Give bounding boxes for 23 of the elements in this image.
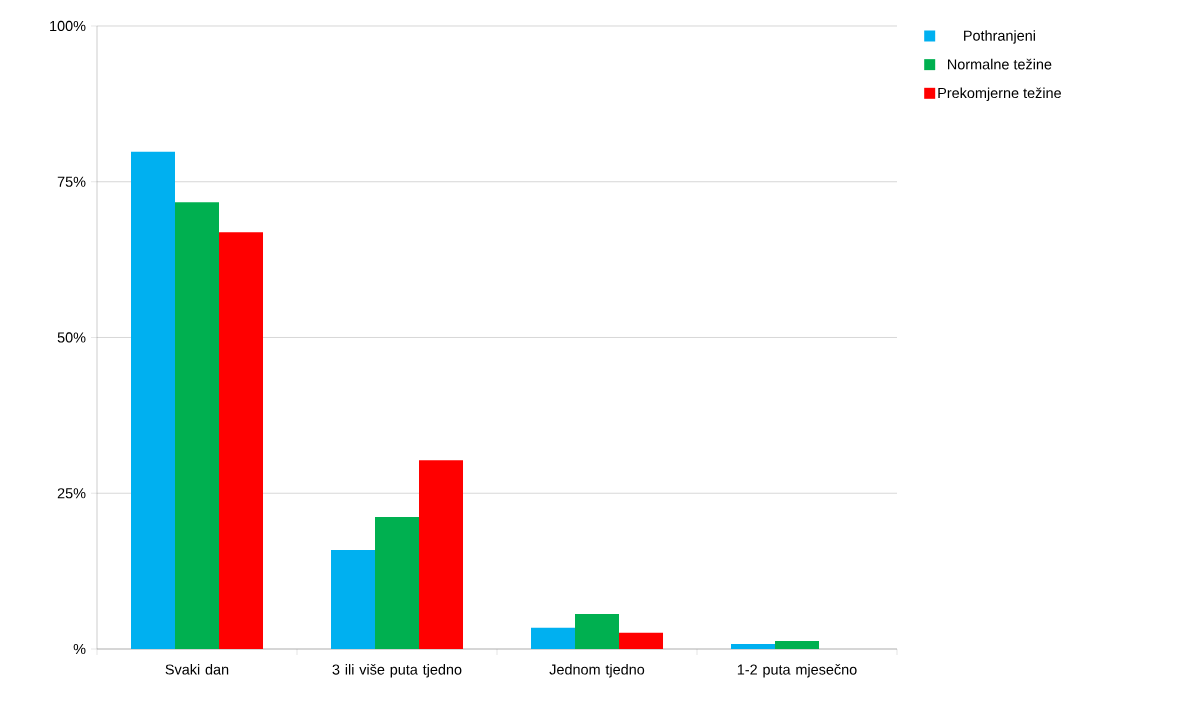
bar [731,644,776,649]
bar [219,232,263,649]
bar [531,627,575,649]
x-tick-label: 1-2 puta mjesečno [737,664,857,678]
x-tick-label: 3 ili više puta tjedno [332,664,462,678]
y-tick-label: 25% [57,488,86,499]
y-tick-label: 100% [50,20,86,32]
x-tick-label: Svaki dan [165,664,229,675]
y-tick-label: % [73,643,86,655]
bar [175,202,219,649]
legend-label: Pothranjeni [964,30,1035,44]
bar [375,516,419,649]
bar [331,549,375,649]
x-tick-label: Jednom tjedno [549,664,645,678]
bar [575,614,619,649]
y-tick-label: 50% [57,332,86,343]
legend-label: Prekomjerne težine [938,87,1061,101]
legend-label: Normalne težine [948,58,1052,70]
bar [775,640,820,649]
y-tick-label: 75% [57,176,86,187]
bar [131,151,175,649]
bar [419,460,463,649]
bar [619,632,664,649]
